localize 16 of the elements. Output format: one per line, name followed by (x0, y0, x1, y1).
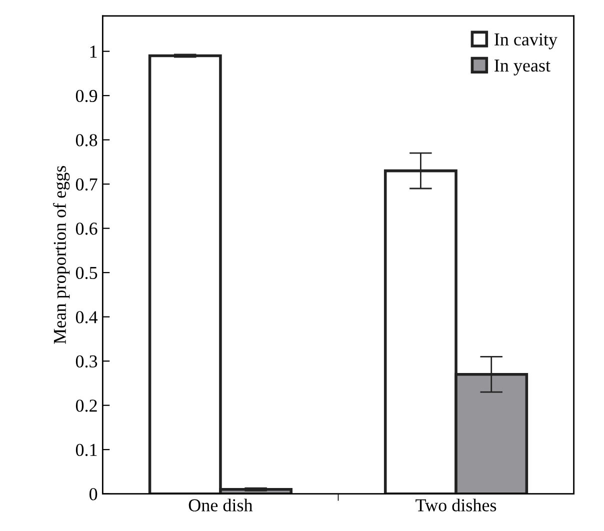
x-tick-label: One dish (188, 498, 253, 512)
y-tick-label: 0.8 (76, 134, 98, 146)
y-tick-label: 0.1 (76, 444, 97, 456)
legend-label: In cavity (494, 33, 558, 50)
y-tick-label: 0 (89, 488, 98, 500)
y-tick-label: 0.9 (76, 90, 98, 102)
y-tick-label: 0.2 (76, 400, 97, 412)
y-tick-label: 0.7 (76, 178, 98, 191)
y-tick-label: 0.5 (76, 266, 98, 280)
y-tick-label: 0.6 (76, 222, 98, 235)
y-tick-label: 0.3 (76, 355, 98, 368)
y-tick-label: 1 (90, 46, 97, 58)
x-tick-label: Two dishes (416, 498, 496, 512)
y-axis-title: Mean proportion of eggs (53, 166, 70, 344)
legend-label: In yeast (494, 60, 550, 76)
y-tick-label: 0.4 (76, 311, 98, 324)
